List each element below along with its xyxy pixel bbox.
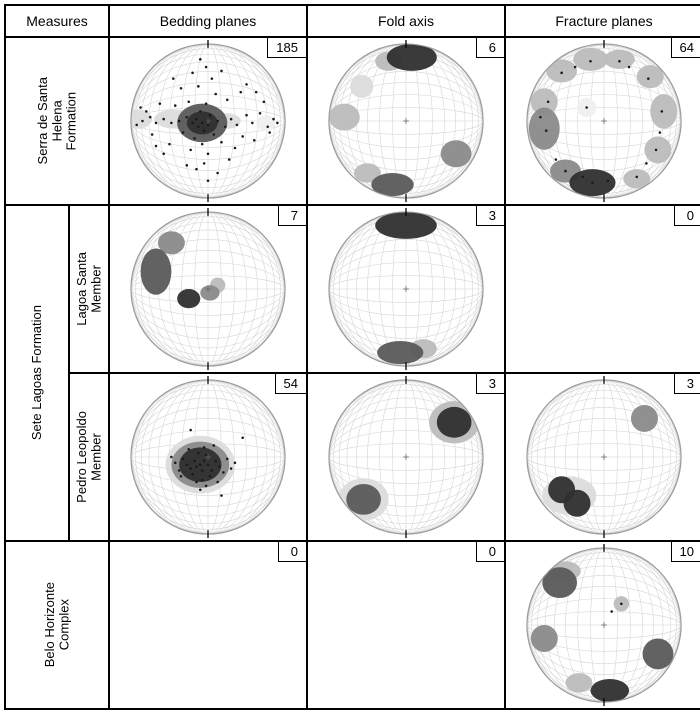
- rowlabel-sete-lagoas: Sete Lagoas Formation: [5, 205, 69, 541]
- rowlabel-pl: Pedro LeopoldoMember: [69, 373, 109, 541]
- count-pl-fracture: 3: [674, 374, 700, 394]
- header-bedding-label: Bedding planes: [160, 13, 257, 29]
- stereonet-ls-fracture: 0: [505, 205, 700, 373]
- count-ssh-fold: 6: [476, 38, 504, 58]
- header-measures-label: Measures: [26, 13, 87, 29]
- header-measures: Measures: [5, 5, 109, 37]
- count-ls-bedding: 7: [278, 206, 306, 226]
- rowlabel-bh: Belo HorizonteComplex: [5, 541, 109, 709]
- count-bh-fold: 0: [476, 542, 504, 562]
- count-ssh-bedding: 185: [267, 38, 306, 58]
- count-pl-fold: 3: [476, 374, 504, 394]
- rowlabel-ssh-text: Serra de SantaHelenaFormation: [34, 73, 81, 168]
- count-bh-bedding: 0: [278, 542, 306, 562]
- stereonet-ls-bedding: 7: [109, 205, 307, 373]
- stereonet-table: Measures Bedding planes Fold axis Fracture …: [4, 4, 700, 710]
- header-bedding: Bedding planes: [109, 5, 307, 37]
- stereonet-ssh-fold: 6: [307, 37, 505, 205]
- header-fold-label: Fold axis: [378, 13, 434, 29]
- count-bh-fracture: 10: [671, 542, 700, 562]
- count-ls-fold: 3: [476, 206, 504, 226]
- header-fold: Fold axis: [307, 5, 505, 37]
- stereonet-pl-bedding: 54: [109, 373, 307, 541]
- count-ls-fracture: 0: [674, 206, 700, 226]
- rowlabel-sete-lagoas-text: Sete Lagoas Formation: [28, 301, 46, 444]
- rowlabel-pl-text: Pedro LeopoldoMember: [73, 407, 106, 507]
- count-pl-bedding: 54: [275, 374, 306, 394]
- rowlabel-bh-text: Belo HorizonteComplex: [41, 578, 74, 671]
- header-fracture: Fracture planes: [505, 5, 700, 37]
- rowlabel-ssh: Serra de SantaHelenaFormation: [5, 37, 109, 205]
- stereonet-bh-fracture: 10: [505, 541, 700, 709]
- rowlabel-ls: Lagoa SantaMember: [69, 205, 109, 373]
- stereonet-bh-fold: 0: [307, 541, 505, 709]
- stereonet-ssh-fracture: 64: [505, 37, 700, 205]
- stereonet-ls-fold: 3: [307, 205, 505, 373]
- stereonet-pl-fold: 3: [307, 373, 505, 541]
- count-ssh-fracture: 64: [671, 38, 700, 58]
- stereonet-bh-bedding: 0: [109, 541, 307, 709]
- rowlabel-ls-text: Lagoa SantaMember: [73, 248, 106, 330]
- stereonet-ssh-bedding: 185: [109, 37, 307, 205]
- header-fracture-label: Fracture planes: [555, 13, 652, 29]
- stereonet-pl-fracture: 3: [505, 373, 700, 541]
